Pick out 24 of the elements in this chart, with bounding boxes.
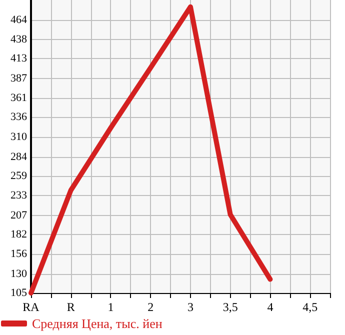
y-tick-label: 259 — [10, 170, 28, 182]
y-tick-label: 233 — [10, 190, 28, 202]
x-tick-label: 4 — [267, 300, 274, 314]
y-tick-label: 105 — [10, 287, 28, 299]
x-tick-label: RA — [22, 300, 40, 314]
y-tick-label: 130 — [10, 268, 28, 280]
y-tick-label: 438 — [10, 34, 28, 46]
y-tick-label: 336 — [10, 111, 28, 124]
y-tick-label: 207 — [10, 209, 28, 222]
x-tick-label: R — [66, 300, 75, 314]
y-tick-label: 156 — [10, 248, 28, 260]
y-tick-label: 310 — [10, 130, 28, 143]
x-tick-label: 3 — [187, 300, 194, 314]
y-tick-label: 413 — [10, 52, 28, 65]
x-tick-label: 2 — [148, 300, 154, 314]
y-tick-label: 182 — [10, 228, 27, 240]
y-tick-label: 387 — [10, 72, 28, 84]
y-tick-label: 284 — [10, 150, 28, 163]
y-tick-label: 464 — [10, 14, 28, 26]
x-tick-label: 3,5 — [222, 300, 238, 314]
x-tick-label: 4,5 — [302, 300, 318, 314]
y-tick-label: 361 — [10, 92, 27, 104]
x-tick-label: 1 — [108, 300, 114, 314]
legend-label: Средняя Цена, тыс. йен — [32, 316, 162, 331]
